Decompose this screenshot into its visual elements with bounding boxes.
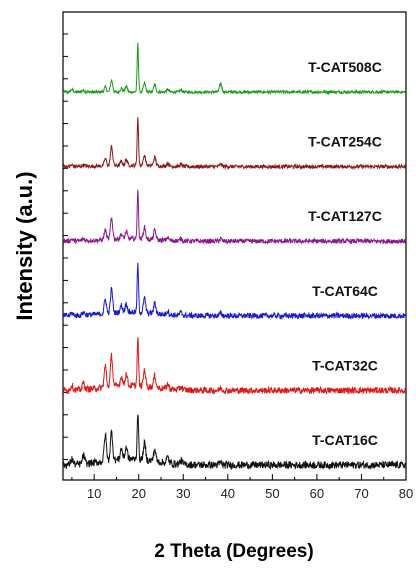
series-line-t-cat254c [62, 117, 407, 171]
series-line-t-cat64c [62, 262, 407, 320]
x-axis-ticks [71, 474, 407, 480]
series-label: T-CAT254C [308, 134, 382, 150]
x-tick-label: 40 [221, 486, 235, 501]
x-axis-title: 2 Theta (Degrees) [154, 541, 313, 562]
x-tick-label: 60 [310, 486, 324, 501]
series-labels: T-CAT508C T-CAT254C T-CAT127C T-CAT64C T-CAT… [308, 59, 382, 448]
x-axis-tick-labels: 10 20 30 40 50 60 70 80 [87, 486, 413, 501]
series-line-t-cat32c [62, 337, 407, 395]
series-label: T-CAT32C [312, 357, 378, 373]
y-axis-ticks [63, 33, 68, 461]
series-label: T-CAT127C [308, 208, 382, 224]
series-line-t-cat508c [62, 42, 406, 96]
series-lines [62, 42, 407, 471]
plot-frame [62, 11, 407, 481]
series-label: T-CAT508C [308, 59, 382, 75]
series-line-t-cat16c [62, 414, 407, 471]
series-label: T-CAT64C [312, 283, 378, 299]
x-tick-label: 10 [87, 486, 101, 501]
series-label: T-CAT16C [312, 432, 378, 448]
x-tick-label: 20 [131, 486, 145, 501]
x-tick-label: 50 [265, 486, 279, 501]
x-tick-label: 80 [399, 486, 413, 501]
x-tick-label: 70 [354, 486, 368, 501]
x-tick-label: 30 [176, 486, 190, 501]
y-axis-title: Intensity (a.u.) [12, 171, 37, 320]
series-line-t-cat127c [62, 189, 407, 245]
